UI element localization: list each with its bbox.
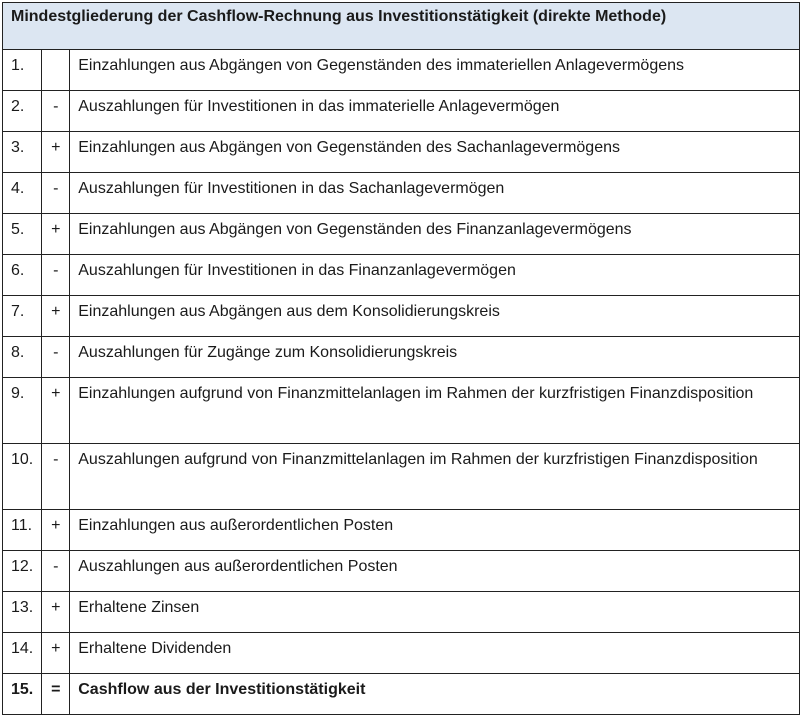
table-row: 9. + Einzahlungen aufgrund von Finanzmitte… [1,377,800,444]
table-row: 2. - Auszahlungen für Investitionen in das… [1,90,800,132]
row-text: Einzahlungen aus Abgängen aus dem Konsol… [69,295,800,337]
table-row: 5. + Einzahlungen aus Abgängen von Gegenst… [1,213,800,255]
row-text: Auszahlungen für Investitionen in das im… [69,90,800,132]
row-text: Auszahlungen für Investitionen in das Sa… [69,172,800,214]
table-row: 10. - Auszahlungen aufgrund von Finanzmitt… [1,443,800,510]
row-number: 14. [1,632,43,674]
row-sign: - [41,443,71,510]
row-number: 11. [1,509,43,551]
row-sign: = [41,673,71,715]
row-sign: + [41,377,71,444]
row-text: Einzahlungen aufgrund von Finanzmittelan… [69,377,800,444]
table-body: 1. Einzahlungen aus Abgängen von Gegenstä… [1,49,800,715]
row-number: 9. [1,377,43,444]
row-sign: + [41,295,71,337]
row-sign: - [41,172,71,214]
row-text: Auszahlungen aufgrund von Finanzmittelan… [69,443,800,510]
row-number: 4. [1,172,43,214]
row-sign: + [41,591,71,633]
row-sign: + [41,632,71,674]
row-sign: + [41,213,71,255]
row-sign: + [41,131,71,173]
row-number: 12. [1,550,43,592]
row-sign: - [41,550,71,592]
row-sign: - [41,336,71,378]
row-number: 2. [1,90,43,132]
row-text: Einzahlungen aus Abgängen von Gegenständ… [69,49,800,91]
row-number: 1. [1,49,43,91]
row-text: Cashflow aus der Investitionstätigkeit [69,673,800,715]
table-row: 8. - Auszahlungen für Zugänge zum Konsolid… [1,336,800,378]
table-row: 15. = Cashflow aus der Investitionstätigke… [1,673,800,715]
row-text: Einzahlungen aus Abgängen von Gegenständ… [69,213,800,255]
table-title: Mindestgliederung der Cashflow-Rechnung … [2,2,800,50]
cashflow-table: Mindestgliederung der Cashflow-Rechnung … [1,2,800,715]
row-text: Erhaltene Dividenden [69,632,800,674]
row-number: 6. [1,254,43,296]
table-header-row: Mindestgliederung der Cashflow-Rechnung … [2,2,800,50]
row-number: 13. [1,591,43,633]
row-sign [41,49,71,91]
row-text: Auszahlungen aus außerordentlichen Poste… [69,550,800,592]
row-number: 8. [1,336,43,378]
table-row: 11. + Einzahlungen aus außerordentlichen P… [1,509,800,551]
row-number: 3. [1,131,43,173]
table-row: 3. + Einzahlungen aus Abgängen von Gegenst… [1,131,800,173]
table-row: 6. - Auszahlungen für Investitionen in das… [1,254,800,296]
row-sign: + [41,509,71,551]
row-sign: - [41,90,71,132]
row-text: Erhaltene Zinsen [69,591,800,633]
table-row: 7. + Einzahlungen aus Abgängen aus dem Kon… [1,295,800,337]
row-number: 5. [1,213,43,255]
row-text: Auszahlungen für Zugänge zum Konsolidier… [69,336,800,378]
table-row: 12. - Auszahlungen aus außerordentlichen P… [1,550,800,592]
row-number: 10. [1,443,43,510]
row-text: Einzahlungen aus außerordentlichen Poste… [69,509,800,551]
table-row: 4. - Auszahlungen für Investitionen in das… [1,172,800,214]
row-sign: - [41,254,71,296]
row-number: 7. [1,295,43,337]
row-number: 15. [1,673,43,715]
row-text: Auszahlungen für Investitionen in das Fi… [69,254,800,296]
table-row: 1. Einzahlungen aus Abgängen von Gegenstä… [1,49,800,91]
table-row: 13. + Erhaltene Zinsen [1,591,800,633]
table-row: 14. + Erhaltene Dividenden [1,632,800,674]
row-text: Einzahlungen aus Abgängen von Gegenständ… [69,131,800,173]
